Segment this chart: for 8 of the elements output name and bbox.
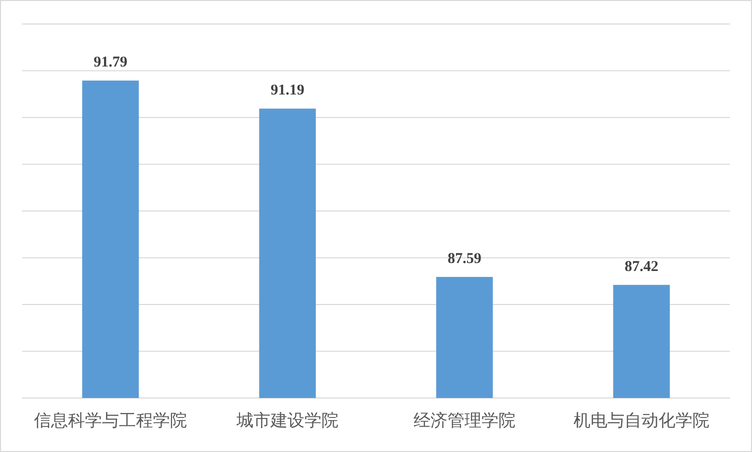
x-tick-label: 经济管理学院 [414,411,516,431]
data-label: 87.59 [448,250,482,267]
data-label: 91.79 [94,54,128,71]
x-tick-label: 信息科学与工程学院 [34,411,187,431]
data-label: 87.42 [624,258,658,275]
x-tick-label: 机电与自动化学院 [574,411,710,431]
x-tick-label: 城市建设学院 [236,411,338,431]
data-label: 91.19 [270,82,304,99]
